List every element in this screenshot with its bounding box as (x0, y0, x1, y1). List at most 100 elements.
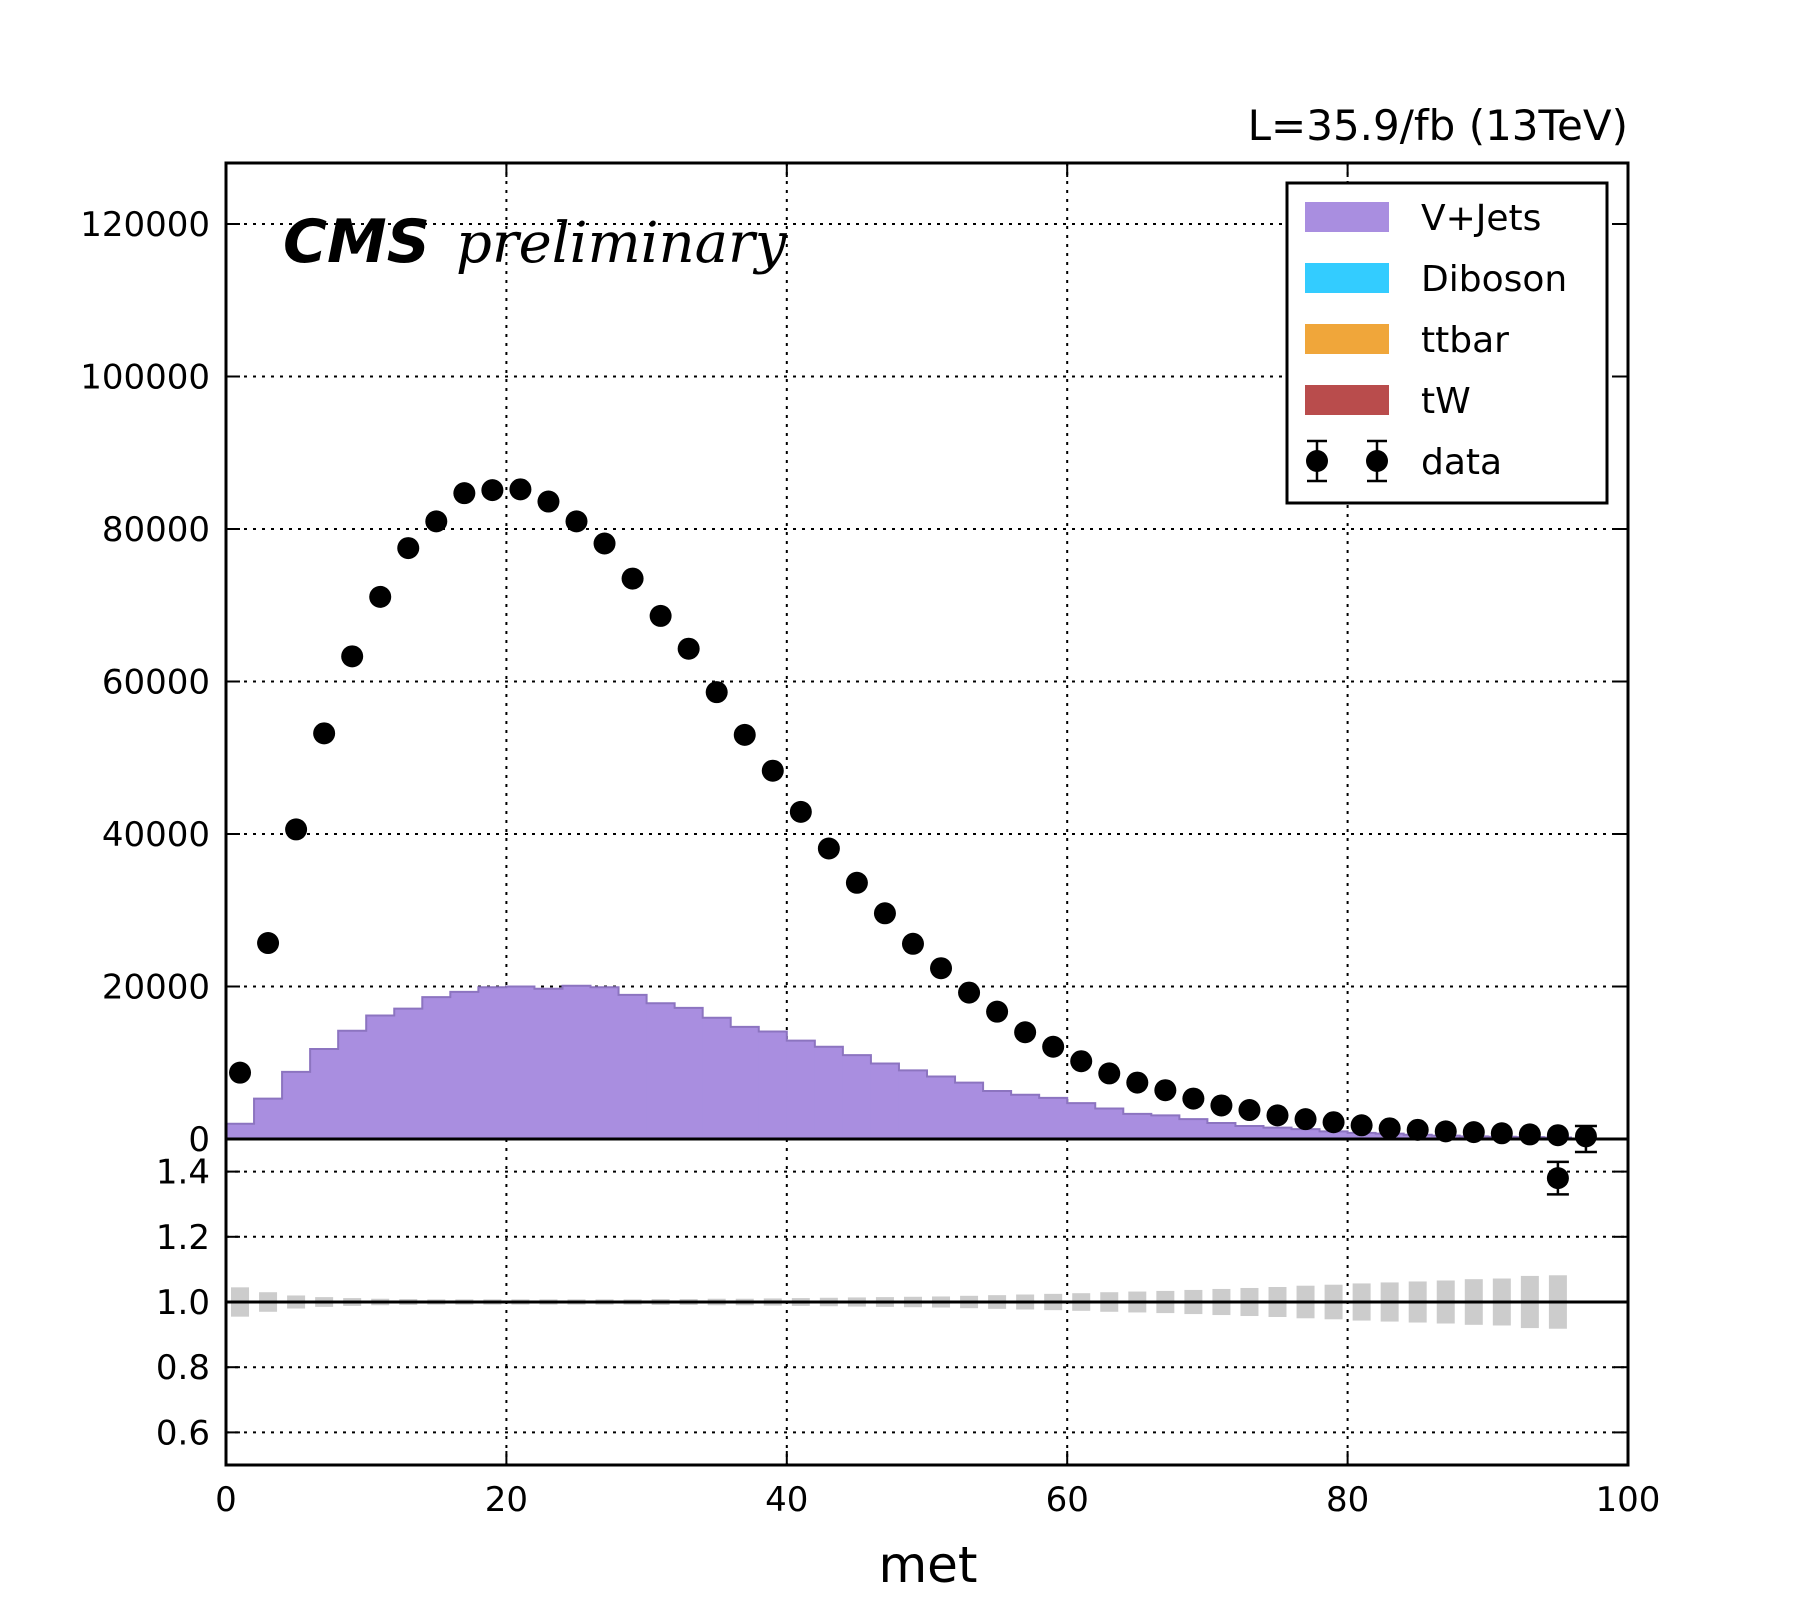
tick-labels: 0 20000 40000 60000 80000 100000 120000 0.6 0.8 1… (80, 205, 1660, 1520)
ratio-y-tick-label: 1.0 (156, 1283, 210, 1323)
vjets-bar (366, 1015, 395, 1139)
data-point (1406, 1118, 1429, 1141)
upper-y-tick-label: 80000 (102, 510, 210, 550)
vjets-bar (870, 1063, 900, 1139)
upper-y-tick-label: 40000 (102, 815, 210, 855)
vjets-bar (1235, 1126, 1264, 1139)
legend-label: data (1421, 442, 1502, 483)
legend-data-marker (1366, 450, 1388, 472)
data-point (509, 478, 532, 501)
ratio-uncertainty-band (226, 1275, 1628, 1329)
vjets-bar (422, 997, 451, 1139)
vjets-bar (282, 1071, 311, 1139)
data-point (986, 1000, 1009, 1023)
vjets-bar (590, 987, 620, 1139)
data-point (1238, 1099, 1261, 1122)
vjets-bar (814, 1046, 844, 1139)
x-axis-label: met (878, 1536, 977, 1594)
data-point (593, 532, 616, 555)
data-point (1042, 1035, 1065, 1058)
vjets-bar (730, 1026, 760, 1139)
data-point (930, 957, 953, 980)
ratio-y-tick-label: 1.2 (156, 1218, 210, 1258)
data-point (733, 723, 756, 746)
data-point (649, 604, 672, 627)
vjets-bar (310, 1049, 339, 1139)
upper-y-tick-label: 20000 (102, 968, 210, 1008)
data-point (958, 981, 981, 1004)
data-point (285, 818, 308, 841)
data-point (453, 482, 476, 505)
preliminary-label: preliminary (456, 211, 788, 276)
data-point (341, 645, 364, 668)
data-point (1098, 1062, 1121, 1085)
legend-label: tW (1421, 381, 1471, 422)
data-point (537, 490, 560, 513)
upper-y-tick-label: 0 (188, 1120, 210, 1160)
legend-swatch (1305, 324, 1389, 354)
data-point (1210, 1094, 1233, 1117)
data-point (229, 1061, 252, 1084)
data-point (677, 637, 700, 660)
x-tick-label: 80 (1326, 1480, 1369, 1520)
legend-label: Diboson (1421, 259, 1567, 300)
vjets-bar (562, 985, 592, 1139)
data-point (621, 567, 644, 590)
data-point (369, 585, 392, 608)
data-point (1154, 1079, 1177, 1102)
legend-data-marker (1306, 450, 1328, 472)
plot-frame (224, 161, 1630, 1467)
ratio-points (1546, 1124, 1597, 1196)
data-point (565, 510, 588, 533)
vjets-bar (842, 1055, 872, 1139)
vjets-bar (478, 987, 507, 1139)
data-point (1518, 1123, 1541, 1146)
legend-swatch (1305, 202, 1389, 232)
vjets-bar (394, 1008, 423, 1139)
vjets-bar (927, 1076, 956, 1139)
data-point (397, 537, 420, 560)
data-point (1126, 1071, 1149, 1094)
vjets-bar (254, 1098, 283, 1139)
upper-y-tick-label: 120000 (80, 205, 210, 245)
vjets-bar (898, 1070, 928, 1139)
vjets-bar (646, 1003, 676, 1139)
vjets-bar (674, 1007, 704, 1139)
data-point (761, 759, 784, 782)
upper-y-tick-label: 100000 (80, 358, 210, 398)
vjets-bar (1039, 1097, 1068, 1139)
data-point (1322, 1111, 1345, 1134)
vjets-histogram (226, 984, 1573, 1139)
vjets-bar (1067, 1103, 1096, 1139)
data-point (901, 932, 924, 955)
data-point (1266, 1104, 1289, 1127)
vjets-bar (450, 991, 479, 1139)
x-tick-label: 40 (765, 1480, 808, 1520)
data-point (705, 681, 728, 704)
data-point (1546, 1124, 1569, 1147)
data-point (1434, 1120, 1457, 1143)
data-point (1014, 1021, 1037, 1044)
data-point (425, 510, 448, 533)
data-point (1182, 1087, 1205, 1110)
x-tick-label: 60 (1046, 1480, 1089, 1520)
legend-swatch (1305, 263, 1389, 293)
data-point (481, 479, 504, 502)
x-tick-label: 0 (215, 1480, 237, 1520)
vjets-bar (1263, 1127, 1293, 1139)
data-point (873, 902, 896, 925)
data-point (313, 722, 336, 745)
vjets-bar (338, 1030, 367, 1139)
data-point (1350, 1114, 1373, 1137)
cms-label: CMS (283, 207, 430, 277)
vjets-bar (1151, 1115, 1180, 1139)
x-tick-label: 100 (1596, 1480, 1661, 1520)
upper-y-tick-label: 60000 (102, 663, 210, 703)
vjets-bar (955, 1082, 984, 1139)
vjets-bar (618, 994, 648, 1139)
vjets-bar (1123, 1113, 1152, 1139)
legend: V+Jets Diboson ttbar tW data (1285, 181, 1609, 505)
vjets-bar (786, 1040, 816, 1139)
x-tick-label: 20 (485, 1480, 528, 1520)
